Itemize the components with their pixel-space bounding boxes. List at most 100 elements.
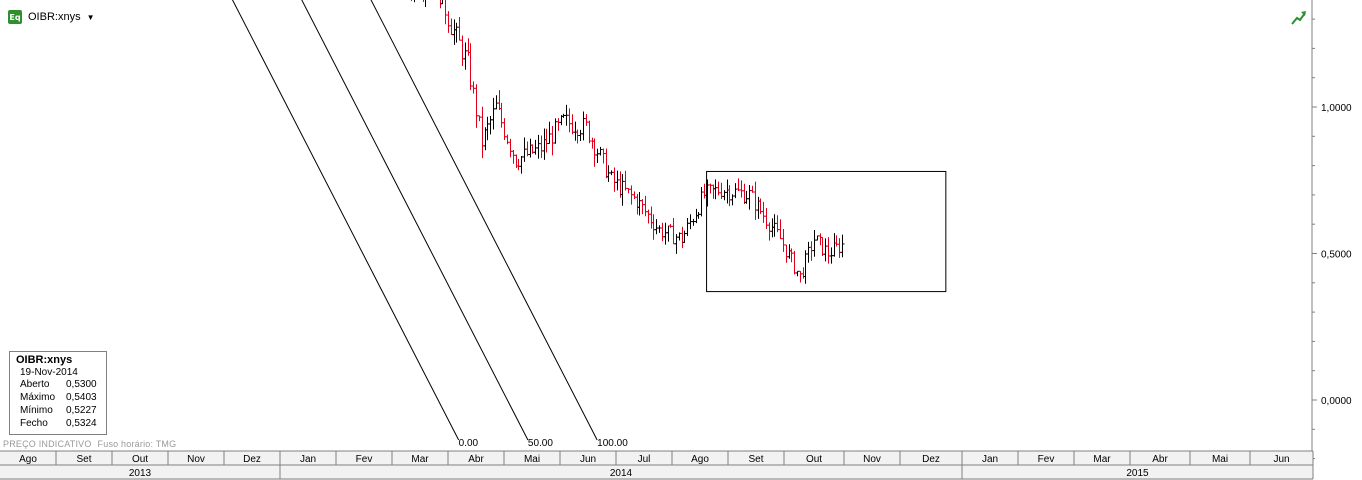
ohlc-bar <box>620 174 625 206</box>
month-label[interactable]: Nov <box>863 454 881 465</box>
ohlc-bar <box>666 225 671 242</box>
timezone-note: Fuso horário: TMG <box>97 439 177 449</box>
ohlc-bar <box>590 137 595 149</box>
dropdown-arrow-icon[interactable]: ▼ <box>86 12 95 22</box>
month-label[interactable]: Jan <box>300 454 316 465</box>
ohlc-bar <box>832 233 837 257</box>
ohlc-bar <box>463 42 468 70</box>
ohlc-bar <box>508 138 513 158</box>
ohlc-bar <box>445 0 448 25</box>
month-label[interactable]: Abr <box>1152 454 1168 465</box>
month-label[interactable]: Abr <box>468 454 484 465</box>
ohlc-bar <box>823 238 828 262</box>
year-label[interactable]: 2015 <box>1126 468 1149 479</box>
y-tick-label: 0,0000 <box>1321 396 1352 407</box>
y-tick-label: 0,5000 <box>1321 250 1352 261</box>
info-row-high: Máximo 0,5403 <box>20 392 97 404</box>
month-label[interactable]: Dez <box>243 454 261 465</box>
trend-arrow-icon[interactable] <box>1290 10 1308 26</box>
ohlc-bar <box>657 225 662 233</box>
ohlc-bar <box>544 128 549 153</box>
ohlc-bar <box>725 179 730 204</box>
month-label[interactable]: Set <box>748 454 763 465</box>
ohlc-bar <box>680 226 685 249</box>
month-label[interactable]: Jul <box>638 454 651 465</box>
fan-line <box>301 0 529 441</box>
ohlc-bar <box>477 115 482 122</box>
symbol-label[interactable]: OIBR:xnys <box>28 11 81 23</box>
ohlc-bar <box>739 180 744 198</box>
ohlc-bar <box>736 178 741 191</box>
ohlc-bar <box>649 206 654 229</box>
ohlc-bar <box>640 199 645 215</box>
month-label[interactable]: Out <box>806 454 822 465</box>
highlight-rectangle[interactable] <box>706 170 947 293</box>
month-label[interactable]: Set <box>76 454 91 465</box>
ohlc-bar <box>761 201 766 223</box>
ohlc-bar <box>826 237 831 264</box>
ohlc-bars <box>411 0 845 284</box>
year-label[interactable]: 2013 <box>129 468 152 479</box>
ohlc-bar <box>742 183 747 204</box>
ohlc-bar <box>711 184 716 199</box>
month-label[interactable]: Mai <box>524 454 540 465</box>
ohlc-bar <box>454 22 459 43</box>
ohlc-bar <box>671 217 676 245</box>
info-row-close: Fecho 0,5324 <box>20 417 97 429</box>
ohlc-bar <box>682 230 687 243</box>
ohlc-bar <box>411 0 412 2</box>
ohlc-bar <box>778 219 783 240</box>
ohlc-bar <box>567 108 572 133</box>
ohlc-bar <box>834 235 839 247</box>
month-label[interactable]: Jun <box>1273 454 1289 465</box>
ohlc-bar <box>575 129 580 144</box>
info-box: OIBR:xnys 19-Nov-2014 Aberto 0,5300 Máxim… <box>9 351 107 435</box>
ohlc-bar <box>488 115 493 135</box>
month-label[interactable]: Jan <box>982 454 998 465</box>
ohlc-bar <box>573 121 578 141</box>
info-symbol: OIBR:xnys <box>16 354 73 366</box>
month-label[interactable]: Jun <box>580 454 596 465</box>
ohlc-bar <box>533 139 538 155</box>
ohlc-bar <box>423 0 424 2</box>
ohlc-bar <box>598 146 603 156</box>
footnote: PREÇO INDICATIVO Fuso horário: TMG <box>3 439 182 449</box>
ohlc-bar <box>696 211 701 219</box>
month-label[interactable]: Nov <box>187 454 205 465</box>
month-label[interactable]: Ago <box>691 454 709 465</box>
month-label[interactable]: Dez <box>922 454 940 465</box>
ohlc-bar <box>491 97 496 130</box>
ohlc-bar <box>499 102 504 128</box>
y-tick-label: 1,0000 <box>1321 103 1352 114</box>
month-label[interactable]: Mai <box>1212 454 1228 465</box>
ohlc-bar <box>615 170 620 191</box>
ohlc-bar <box>460 35 465 67</box>
ohlc-bar <box>756 196 761 219</box>
month-label[interactable]: Mar <box>411 454 429 465</box>
ohlc-bar <box>536 134 541 159</box>
ohlc-bar <box>772 214 777 237</box>
ohlc-bar <box>781 229 786 252</box>
month-label[interactable]: Out <box>132 454 148 465</box>
fan-line <box>370 0 598 441</box>
year-label[interactable]: 2014 <box>610 468 633 479</box>
month-label[interactable]: Fev <box>1038 454 1055 465</box>
ohlc-bar <box>547 121 552 144</box>
ohlc-bar <box>539 135 544 159</box>
ohlc-bar <box>733 183 738 199</box>
ohlc-bar <box>770 218 775 238</box>
month-label[interactable]: Mar <box>1093 454 1111 465</box>
month-label[interactable]: Fev <box>356 454 373 465</box>
price-note: PREÇO INDICATIVO <box>3 439 92 449</box>
ohlc-bar <box>795 270 800 277</box>
ohlc-bar <box>581 111 586 141</box>
ohlc-bar <box>727 185 732 207</box>
ohlc-bar <box>483 127 488 151</box>
ohlc-bar <box>480 106 485 159</box>
month-label[interactable]: Ago <box>19 454 37 465</box>
ohlc-bar <box>747 184 752 210</box>
chart-header[interactable]: Eq OIBR:xnys ▼ <box>8 8 95 26</box>
ohlc-bar <box>716 181 721 196</box>
